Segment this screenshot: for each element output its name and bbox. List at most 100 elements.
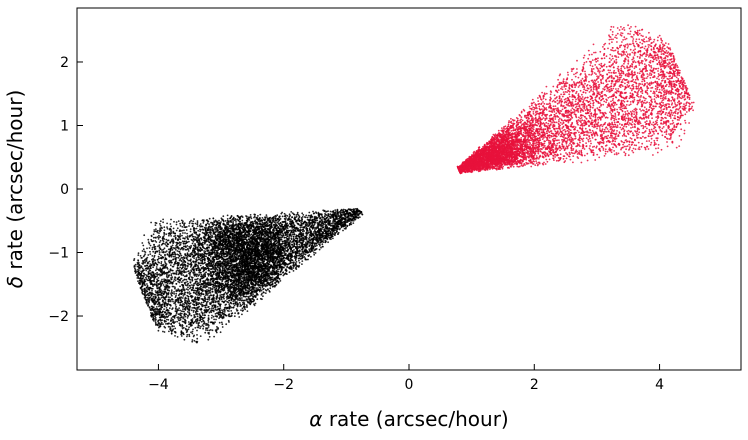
red-point — [634, 61, 637, 64]
red-point — [633, 54, 636, 56]
red-point — [637, 141, 640, 144]
red-point — [617, 56, 620, 58]
red-point — [529, 119, 532, 122]
red-point — [671, 75, 674, 78]
red-point — [602, 103, 605, 106]
red-point — [531, 108, 533, 111]
red-point — [643, 146, 646, 149]
red-point — [678, 145, 681, 148]
red-point — [664, 136, 667, 139]
red-point — [653, 38, 656, 41]
red-point — [604, 150, 607, 153]
red-point — [603, 53, 606, 55]
red-point — [670, 111, 673, 114]
red-point — [680, 91, 683, 94]
red-point — [602, 147, 605, 150]
red-point — [605, 101, 607, 104]
red-point — [558, 141, 561, 144]
red-point — [636, 72, 639, 74]
red-point — [644, 82, 646, 85]
red-point — [501, 129, 504, 132]
red-point — [610, 25, 613, 28]
red-point — [659, 50, 661, 53]
red-point — [674, 115, 676, 117]
red-point — [671, 102, 674, 105]
red-point — [618, 29, 621, 31]
red-point — [586, 96, 589, 99]
red-point — [609, 28, 612, 31]
red-point — [535, 141, 538, 144]
red-point — [520, 124, 523, 127]
red-point — [639, 108, 641, 111]
red-point — [656, 39, 659, 42]
red-point — [632, 57, 635, 60]
red-point — [522, 164, 525, 167]
red-point — [615, 137, 618, 140]
red-point — [573, 111, 576, 113]
red-point — [667, 65, 670, 68]
red-point — [650, 66, 653, 69]
red-point — [633, 96, 636, 99]
red-point — [520, 116, 523, 119]
red-point — [666, 138, 669, 140]
red-point — [662, 117, 664, 120]
red-point — [600, 82, 603, 85]
red-point — [641, 142, 644, 145]
red-point — [591, 125, 594, 128]
red-point — [657, 36, 659, 39]
red-point — [644, 130, 647, 132]
red-point — [550, 130, 553, 132]
red-point — [579, 107, 582, 110]
red-point — [650, 141, 653, 144]
red-point — [688, 96, 691, 99]
red-point — [569, 158, 572, 161]
red-point — [562, 158, 565, 160]
red-point — [605, 140, 608, 143]
red-point — [651, 117, 653, 120]
red-point — [642, 76, 644, 79]
red-point — [655, 102, 658, 105]
red-point — [615, 92, 618, 94]
red-point — [622, 107, 624, 110]
red-point — [612, 97, 615, 100]
red-point — [568, 87, 571, 90]
red-point — [683, 103, 685, 105]
red-point — [529, 144, 531, 146]
red-point — [629, 103, 632, 106]
red-point — [650, 137, 653, 140]
red-point — [631, 63, 633, 65]
red-point — [682, 96, 684, 99]
red-point — [611, 132, 614, 135]
red-point — [657, 70, 659, 72]
red-point — [576, 68, 578, 70]
red-point — [592, 68, 595, 70]
red-point — [588, 53, 591, 56]
red-point — [531, 115, 533, 118]
red-point — [626, 46, 629, 49]
red-point — [649, 84, 651, 87]
red-point — [678, 135, 681, 137]
red-point — [558, 119, 560, 121]
red-point — [570, 118, 572, 120]
red-point — [663, 131, 666, 134]
red-point — [653, 98, 656, 101]
red-point — [584, 70, 586, 73]
red-point — [648, 130, 651, 133]
red-point — [638, 57, 641, 59]
red-point — [581, 125, 584, 127]
red-point — [571, 98, 574, 101]
red-point — [662, 43, 664, 46]
red-point — [623, 133, 626, 135]
red-point — [596, 153, 599, 156]
red-point — [650, 82, 653, 85]
red-point — [651, 123, 653, 126]
red-point — [533, 101, 535, 104]
red-point — [589, 84, 591, 87]
red-point — [629, 33, 631, 35]
red-point — [663, 120, 665, 123]
red-point — [669, 62, 671, 65]
red-point — [665, 64, 668, 67]
red-point — [622, 143, 624, 146]
red-point — [620, 74, 623, 77]
red-point — [652, 81, 655, 84]
